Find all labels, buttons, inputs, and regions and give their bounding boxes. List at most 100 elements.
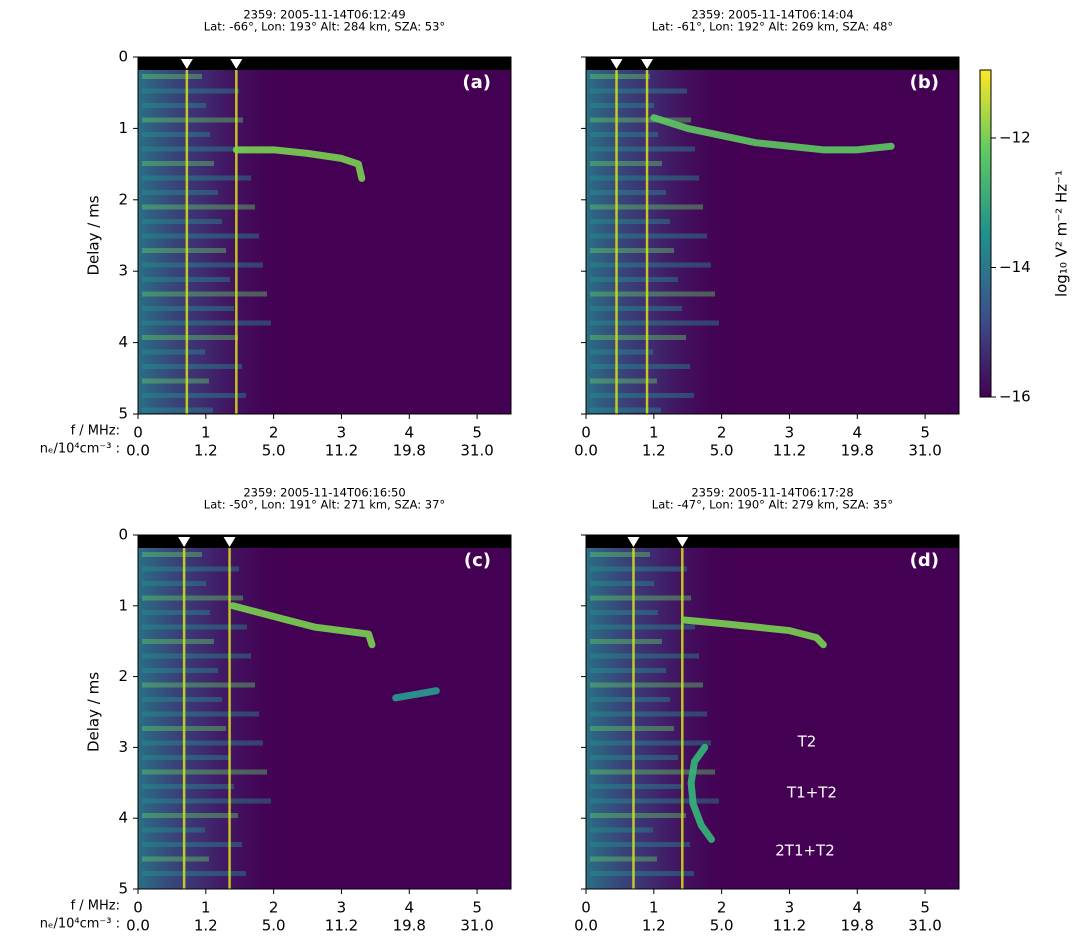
noise-stripe [590, 595, 691, 601]
y-tick-label: 5 [118, 405, 128, 423]
x-tick-label: 3 [337, 899, 347, 917]
noise-stripe [590, 161, 662, 166]
noise-stripe [142, 581, 206, 586]
plot-frame [585, 534, 960, 890]
noise-stripe [590, 117, 691, 123]
x2-tick-label: 11.2 [773, 442, 806, 460]
x-tick-label: 5 [920, 424, 930, 442]
noise-stripe [590, 277, 678, 282]
panel-subtitle: Lat: -50°, Lon: 191° Alt: 271 km, SZA: 3… [204, 498, 445, 512]
y-axis-label: Delay / ms [85, 672, 103, 752]
colorbar-tick-label: −16 [999, 388, 1031, 406]
x2-tick-label: 31.0 [460, 917, 493, 935]
y-tick-label: 0 [118, 526, 128, 544]
noise-stripe [142, 248, 226, 253]
x2-tick-label: 0.0 [126, 917, 150, 935]
noise-stripe [142, 682, 255, 688]
echo-trace [650, 114, 895, 154]
noise-stripe [590, 262, 711, 268]
noise-stripe [590, 740, 711, 746]
y-tick-label: 1 [118, 119, 128, 137]
x2-tick-label: 19.8 [393, 917, 426, 935]
y-tick-label: 3 [118, 738, 128, 756]
panel-title: 2359: 2005-11-14T06:17:28 [691, 486, 853, 500]
plasma-marker [641, 59, 654, 69]
noise-stripe [142, 291, 267, 297]
panel-label: (d) [910, 550, 939, 571]
y-tick-label: 2 [118, 667, 128, 685]
sounder-band [138, 535, 511, 548]
noise-stripe [142, 349, 205, 355]
x2-tick-label: 11.2 [325, 917, 358, 935]
noise-region [138, 548, 288, 889]
noise-stripe [142, 842, 242, 847]
plasma-marker [230, 59, 243, 69]
noise-stripe [590, 320, 719, 326]
noise-region [586, 70, 736, 414]
noise-stripe [590, 393, 694, 398]
noise-stripe [142, 393, 246, 398]
x2-tick-label: 1.2 [642, 442, 666, 460]
plasma-marker [180, 59, 193, 69]
x2-tick-label: 5.0 [710, 442, 734, 460]
y-tick-label: 2 [118, 190, 128, 208]
panel-label: (a) [462, 72, 491, 93]
annotation: T2 [797, 733, 817, 751]
noise-stripe [590, 827, 653, 833]
echo-trace [680, 616, 827, 649]
sounder-band [586, 57, 959, 70]
noise-stripe [590, 378, 657, 384]
x-tick-label: 2 [717, 424, 727, 442]
x-tick-label: 1 [649, 424, 659, 442]
noise-stripe [142, 88, 239, 94]
noise-stripe [590, 219, 670, 224]
noise-stripe [142, 813, 238, 818]
noise-stripe [142, 740, 263, 746]
noise-stripe [142, 552, 202, 557]
x2-tick-label: 11.2 [325, 442, 358, 460]
noise-stripe [590, 581, 654, 586]
noise-stripe [142, 595, 243, 601]
noise-stripe [142, 639, 214, 644]
x2-tick-label: 5.0 [710, 917, 734, 935]
x2-tick-label: 19.8 [393, 442, 426, 460]
x-tick-label: 1 [201, 424, 211, 442]
noise-stripe [590, 103, 654, 108]
x2-tick-label: 19.8 [841, 917, 874, 935]
x-tick-label: 4 [404, 424, 414, 442]
y-tick-label: 0 [118, 48, 128, 66]
y-tick-label: 4 [118, 333, 128, 351]
panel-title: 2359: 2005-11-14T06:12:49 [243, 8, 405, 22]
echo-trace [232, 146, 366, 182]
y-axis-label: Delay / ms [85, 195, 103, 275]
plasma-marker [676, 537, 689, 547]
x-tick-label: 5 [920, 899, 930, 917]
sounder-band [586, 535, 959, 548]
x2-axis-label: nₑ/10⁴cm⁻³ : [40, 442, 120, 457]
noise-stripe [590, 856, 657, 862]
annotation: T1+T2 [786, 784, 837, 802]
x-tick-label: 3 [785, 424, 795, 442]
x-tick-label: 5 [472, 424, 482, 442]
noise-stripe [142, 146, 247, 152]
noise-region [586, 548, 736, 889]
noise-stripe [590, 335, 686, 340]
noise-stripe [590, 175, 699, 181]
noise-stripe [590, 711, 707, 717]
noise-stripe [590, 190, 666, 195]
noise-stripe [590, 233, 707, 239]
noise-stripe [142, 335, 238, 340]
x2-tick-label: 1.2 [642, 917, 666, 935]
panel-label: (b) [910, 72, 939, 93]
noise-stripe [142, 668, 218, 673]
x-tick-label: 4 [852, 899, 862, 917]
noise-stripe [142, 74, 202, 79]
noise-stripe [590, 639, 662, 644]
x-tick-label: 3 [337, 424, 347, 442]
x2-tick-label: 11.2 [773, 917, 806, 935]
x-tick-label: 1 [649, 899, 659, 917]
plot-frame [137, 534, 512, 890]
noise-stripe [590, 682, 703, 688]
noise-stripe [590, 306, 682, 311]
noise-stripe [590, 407, 661, 413]
